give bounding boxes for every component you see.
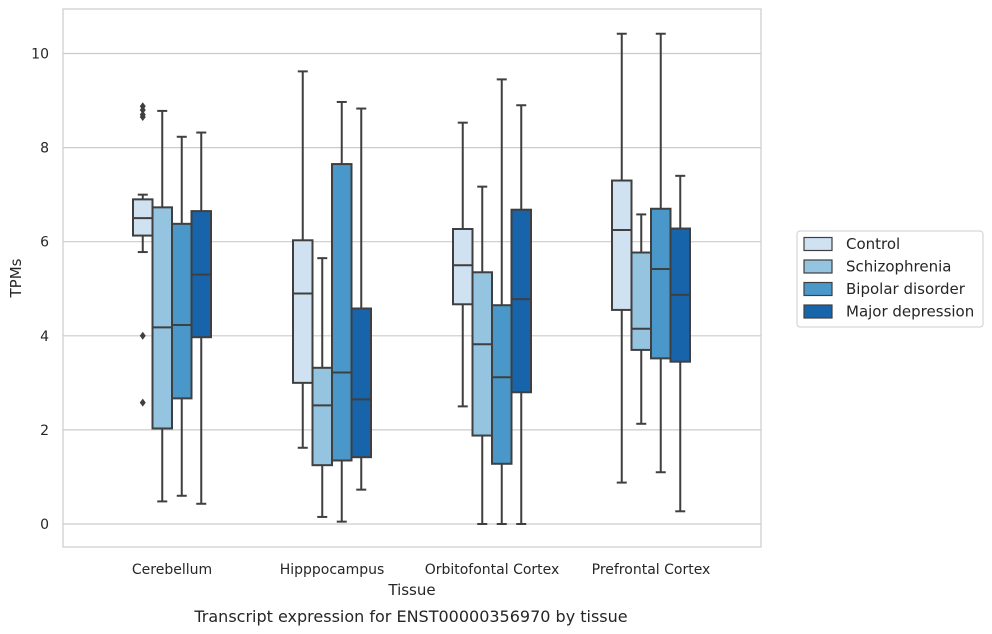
box-body (171, 222, 193, 400)
box (650, 32, 672, 474)
legend-swatch (803, 236, 833, 252)
box-body (452, 227, 474, 306)
outlier-point (139, 113, 146, 122)
box-body (350, 307, 372, 459)
box-body (292, 239, 314, 384)
box (350, 107, 372, 491)
legend-swatch (803, 304, 833, 319)
box-body (611, 179, 633, 311)
y-tick-label: 0 (40, 517, 49, 533)
box-body (311, 366, 333, 467)
legend-swatch (803, 259, 833, 274)
y-tick-label: 2 (40, 423, 49, 439)
legend-label: Major depression (846, 303, 974, 321)
y-tick-label: 4 (40, 329, 49, 345)
box-body (650, 207, 672, 360)
x-tick-label: Orbitofontal Cortex (425, 562, 560, 578)
box-body (331, 163, 353, 462)
chart-caption: Transcript expression for ENST0000035697… (193, 607, 627, 626)
box-body (471, 271, 493, 437)
box (471, 185, 493, 525)
box (190, 131, 212, 505)
box-series (132, 32, 691, 525)
box (630, 213, 652, 425)
y-tick-labels: 0 2 4 6 8 10 (31, 47, 49, 534)
box-body (151, 206, 173, 430)
box-body (510, 208, 532, 394)
legend-swatch (803, 281, 833, 297)
legend-frame (796, 230, 984, 328)
plot-area-frame (62, 8, 762, 548)
y-tick-label: 6 (40, 235, 49, 251)
legend-label: Bipolar disorder (846, 280, 966, 298)
box (331, 100, 353, 523)
legend-label: Schizophrenia (846, 258, 951, 276)
box (510, 104, 532, 525)
legend-label: Control (846, 235, 900, 253)
box (171, 135, 193, 497)
x-axis-label: Tissue (387, 581, 435, 599)
legend: Control Schizophrenia Bipolar disorder Majo… (796, 230, 984, 328)
box (669, 174, 691, 513)
box-body (630, 251, 652, 351)
outlier-point (139, 398, 146, 407)
box-body (491, 304, 513, 465)
box (292, 70, 314, 449)
y-tick-label: 10 (31, 47, 49, 63)
box (611, 32, 633, 484)
box (491, 78, 513, 525)
x-tick-label: Prefrontal Cortex (592, 562, 711, 578)
x-tick-label: Cerebellum (132, 562, 212, 578)
box (452, 121, 474, 408)
y-tick-label: 8 (40, 141, 49, 157)
outlier-point (139, 105, 146, 114)
x-tick-label: Hipppocampus (280, 562, 385, 578)
x-tick-labels: Cerebellum Hipppocampus Orbitofontal Corte… (132, 562, 710, 578)
y-axis-label: TPMs (7, 258, 25, 298)
box (151, 109, 173, 503)
outlier-point (139, 331, 146, 340)
box (311, 257, 333, 518)
